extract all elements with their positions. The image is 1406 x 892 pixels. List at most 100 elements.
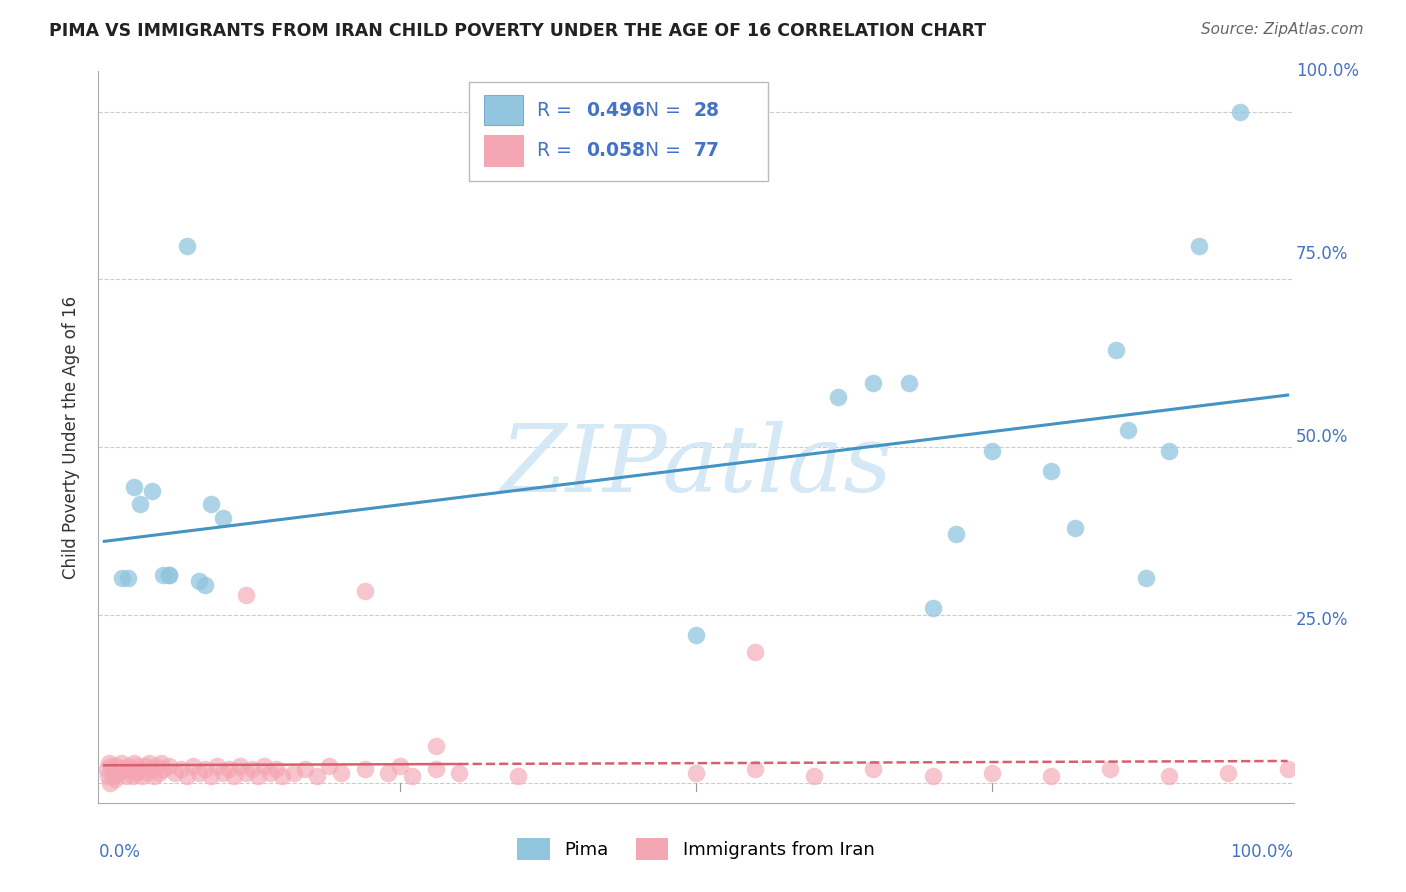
Point — [240, 762, 263, 776]
Point — [235, 765, 257, 780]
Point — [117, 571, 139, 585]
Point — [259, 765, 281, 780]
Point — [165, 765, 187, 780]
Point — [1277, 762, 1299, 776]
Point — [1135, 571, 1157, 585]
Point — [188, 765, 211, 780]
Point — [176, 769, 198, 783]
Point — [294, 762, 316, 776]
Point — [945, 527, 967, 541]
Point — [150, 756, 173, 770]
Point — [138, 756, 160, 770]
Point — [224, 769, 246, 783]
Point — [98, 775, 121, 789]
Point — [121, 769, 143, 783]
Point — [188, 574, 211, 589]
Point — [264, 762, 287, 776]
Point — [1218, 765, 1240, 780]
Point — [1063, 521, 1085, 535]
Point — [827, 390, 849, 404]
Text: 0.496: 0.496 — [586, 101, 645, 120]
Point — [318, 759, 340, 773]
Point — [1099, 762, 1122, 776]
Point — [1188, 239, 1211, 253]
Point — [152, 567, 174, 582]
Point — [425, 739, 447, 753]
Point — [1116, 423, 1139, 437]
Point — [1159, 443, 1181, 458]
Point — [105, 759, 128, 773]
Point — [377, 765, 399, 780]
Point — [270, 769, 292, 783]
Point — [96, 762, 118, 776]
Point — [353, 762, 375, 776]
Point — [235, 588, 257, 602]
Point — [1039, 769, 1062, 783]
Point — [112, 762, 135, 776]
Point — [170, 762, 193, 776]
Point — [128, 497, 150, 511]
Point — [103, 765, 125, 780]
Text: 100.0%: 100.0% — [1296, 62, 1360, 80]
Point — [124, 765, 146, 780]
Point — [143, 769, 166, 783]
Point — [107, 765, 129, 780]
Point — [253, 759, 276, 773]
Point — [353, 584, 375, 599]
Point — [194, 578, 217, 592]
Point — [157, 759, 180, 773]
Text: R =: R = — [537, 101, 578, 120]
Point — [104, 772, 127, 787]
FancyBboxPatch shape — [470, 82, 768, 181]
Point — [111, 571, 134, 585]
Text: 0.058: 0.058 — [586, 141, 645, 160]
Point — [205, 759, 228, 773]
Point — [1159, 769, 1181, 783]
Point — [152, 762, 174, 776]
Y-axis label: Child Poverty Under the Age of 16: Child Poverty Under the Age of 16 — [62, 295, 80, 579]
Point — [100, 759, 122, 773]
Text: 28: 28 — [693, 101, 720, 120]
Text: R =: R = — [537, 141, 578, 160]
Point — [141, 762, 163, 776]
Text: 50.0%: 50.0% — [1296, 428, 1348, 446]
Point — [685, 628, 707, 642]
Point — [401, 769, 423, 783]
Point — [131, 769, 153, 783]
Point — [211, 510, 233, 524]
Point — [218, 762, 240, 776]
Point — [1105, 343, 1128, 357]
Point — [1229, 104, 1251, 119]
Point — [176, 239, 198, 253]
Point — [127, 759, 149, 773]
Text: 77: 77 — [693, 141, 720, 160]
Point — [921, 601, 943, 615]
Text: 25.0%: 25.0% — [1296, 611, 1348, 629]
Point — [145, 759, 167, 773]
Point — [122, 756, 145, 770]
Point — [200, 769, 222, 783]
Point — [114, 769, 136, 783]
Text: 100.0%: 100.0% — [1230, 843, 1294, 861]
Point — [307, 769, 329, 783]
Point — [980, 765, 1002, 780]
Point — [449, 765, 471, 780]
Text: PIMA VS IMMIGRANTS FROM IRAN CHILD POVERTY UNDER THE AGE OF 16 CORRELATION CHART: PIMA VS IMMIGRANTS FROM IRAN CHILD POVER… — [49, 22, 987, 40]
Point — [128, 762, 150, 776]
Point — [685, 765, 707, 780]
Point — [283, 765, 305, 780]
Point — [389, 759, 412, 773]
Text: 75.0%: 75.0% — [1296, 245, 1348, 263]
Point — [200, 497, 222, 511]
Point — [980, 443, 1002, 458]
Point — [97, 769, 120, 783]
Point — [98, 756, 121, 770]
Point — [229, 759, 252, 773]
Point — [194, 762, 217, 776]
Point — [136, 765, 159, 780]
Text: ZIPatlas: ZIPatlas — [501, 421, 891, 511]
Point — [897, 376, 920, 391]
Legend: Pima, Immigrants from Iran: Pima, Immigrants from Iran — [510, 830, 882, 867]
Point — [134, 759, 156, 773]
Point — [122, 480, 145, 494]
